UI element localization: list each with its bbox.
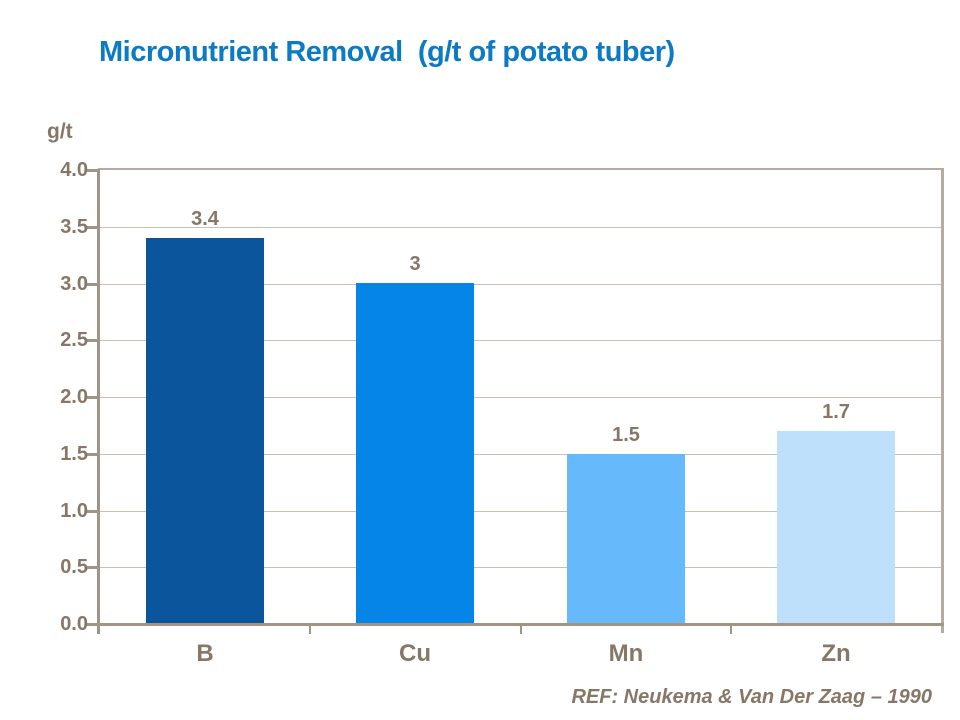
x-category-label: Cu	[399, 640, 431, 667]
x-category-label: B	[196, 640, 214, 667]
y-tick	[87, 396, 97, 399]
y-tick	[87, 623, 97, 626]
y-tick	[87, 566, 97, 569]
gridline	[100, 340, 941, 341]
y-axis-line	[97, 169, 100, 634]
gridline	[100, 284, 941, 285]
y-tick-label: 4.0	[60, 159, 88, 181]
y-tick-label: 3.5	[60, 216, 88, 238]
bar-Cu	[356, 283, 474, 624]
bar-Mn	[567, 454, 685, 624]
x-tick	[309, 626, 311, 634]
bar-B	[146, 238, 264, 624]
x-tick	[520, 626, 522, 634]
y-tick	[87, 283, 97, 286]
gridline	[100, 397, 941, 398]
bar-value-label: 3	[409, 253, 421, 275]
bar-Zn	[777, 431, 895, 624]
y-tick	[87, 339, 97, 342]
x-category-label: Mn	[608, 640, 644, 667]
bar-value-label: 1.5	[612, 424, 640, 446]
gridline	[100, 227, 941, 228]
y-axis-unit-label: g/t	[47, 120, 73, 143]
plot-frame-top	[98, 168, 944, 170]
x-axis-line	[97, 623, 944, 626]
bar-value-label: 3.4	[191, 208, 219, 230]
y-tick-label: 3.0	[60, 273, 88, 295]
y-tick-label: 0.0	[60, 613, 88, 635]
bar-value-label: 1.7	[822, 401, 850, 423]
x-tick	[730, 626, 732, 634]
x-category-label: Zn	[821, 640, 851, 667]
y-tick	[87, 453, 97, 456]
y-tick	[87, 226, 97, 229]
gridline	[100, 454, 941, 455]
y-tick-label: 1.0	[60, 500, 88, 522]
y-tick-label: 0.5	[60, 556, 88, 578]
y-tick-label: 2.0	[60, 386, 88, 408]
chart-title: Micronutrient Removal (g/t of potato tub…	[99, 36, 675, 68]
plot-frame-right	[941, 168, 944, 633]
y-tick-label: 1.5	[60, 443, 88, 465]
y-tick	[87, 169, 97, 172]
reference-note: REF: Neukema & Van Der Zaag – 1990	[571, 686, 932, 708]
gridline	[100, 511, 941, 512]
gridline	[100, 567, 941, 568]
y-tick	[87, 510, 97, 513]
y-tick-label: 2.5	[60, 329, 88, 351]
